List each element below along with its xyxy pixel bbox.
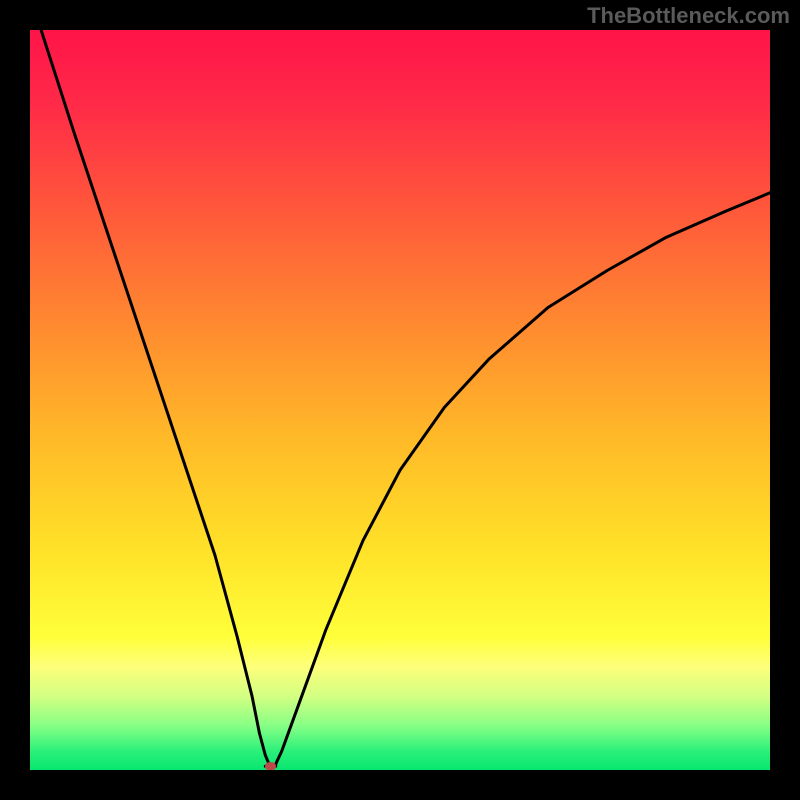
chart-background [30, 30, 770, 770]
bottleneck-chart [30, 30, 770, 770]
nadir-marker [265, 762, 276, 770]
chart-container [30, 30, 770, 770]
watermark-text: TheBottleneck.com [587, 3, 790, 29]
